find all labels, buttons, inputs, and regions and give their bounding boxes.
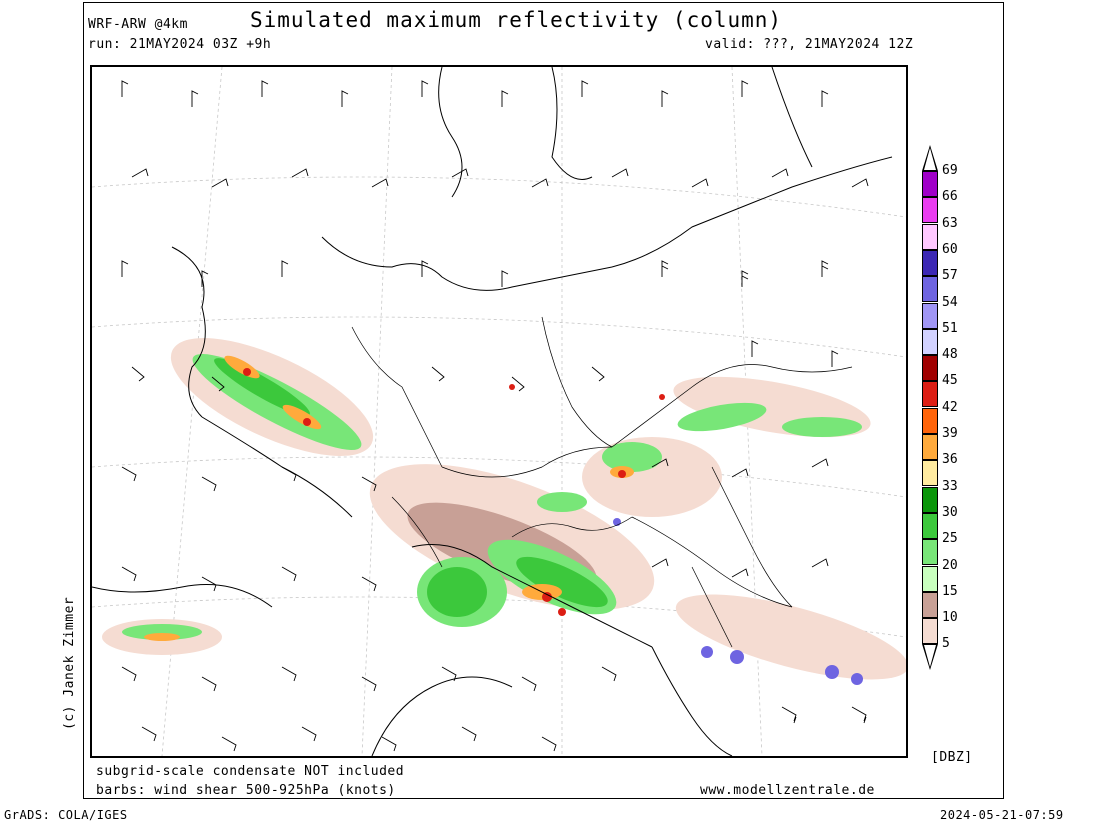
legend-swatch [922, 381, 938, 408]
legend-swatch [922, 249, 938, 276]
timestamp-label: 2024-05-21-07:59 [940, 808, 1064, 822]
reflectivity-extreme [613, 518, 863, 685]
legend-swatch [922, 618, 938, 645]
legend-swatch [922, 328, 938, 355]
legend-level-label: 51 [942, 320, 958, 336]
legend-swatch [922, 171, 938, 197]
legend-swatch [922, 302, 938, 329]
unit-label: [DBZ] [931, 750, 973, 765]
legend-top-arrow-fill [924, 148, 936, 170]
credit-label: (c) Janek Zimmer [62, 596, 77, 730]
barbs-note: barbs: wind shear 500-925hPa (knots) [96, 783, 396, 798]
legend-level-label: 48 [942, 347, 958, 363]
legend-swatch [922, 355, 938, 382]
legend-level-label: 66 [942, 189, 958, 205]
legend-level-label: 10 [942, 610, 958, 626]
valid-label: valid: ???, 21MAY2024 12Z [705, 37, 914, 52]
legend-level-label: 54 [942, 294, 958, 310]
legend-swatch [922, 276, 938, 303]
legend-bottom-arrow-fill [924, 645, 936, 668]
borders [351, 316, 853, 648]
legend-level-label: 39 [942, 426, 958, 441]
page-title: Simulated maximum reflectivity (column) [250, 8, 783, 32]
legend-level-label: 63 [942, 215, 958, 231]
legend-level-label: 60 [942, 241, 958, 257]
legend-level-label: 42 [942, 399, 958, 415]
plot-frame [83, 2, 1004, 799]
wind-barbs [121, 80, 869, 752]
legend-swatch [922, 407, 938, 434]
legend-swatch [922, 512, 938, 539]
legend-swatch [922, 591, 938, 618]
map-panel [90, 65, 908, 758]
reflectivity-heavy [214, 358, 608, 617]
grads-label: GrADS: COLA/IGES [4, 808, 128, 822]
legend-swatch [922, 197, 938, 224]
legend-level-label: 25 [942, 531, 958, 547]
legend-level-label: 20 [942, 557, 958, 573]
legend-swatch [922, 223, 938, 250]
legend-level-label: 36 [942, 452, 958, 468]
site-link[interactable]: www.modellzentrale.de [700, 783, 875, 798]
legend-swatch [922, 460, 938, 487]
legend-level-label: 5 [942, 636, 950, 652]
legend-swatch [922, 486, 938, 513]
reflectivity-severe [243, 368, 665, 616]
legend-swatch [922, 434, 938, 460]
legend-level-label: 15 [942, 583, 958, 599]
run-label: run: 21MAY2024 03Z +9h [88, 37, 272, 52]
legend-swatch [922, 539, 938, 566]
legend-level-label: 69 [942, 163, 958, 178]
legend-swatch [922, 565, 938, 592]
legend-level-label: 33 [942, 478, 958, 494]
legend-level-label: 57 [942, 268, 958, 284]
model-label: WRF-ARW @4km [88, 17, 188, 32]
condensate-note: subgrid-scale condensate NOT included [96, 764, 405, 779]
legend-level-label: 45 [942, 373, 958, 389]
reflectivity-map [92, 67, 906, 756]
legend-level-label: 30 [942, 504, 958, 520]
coastlines [92, 67, 893, 756]
